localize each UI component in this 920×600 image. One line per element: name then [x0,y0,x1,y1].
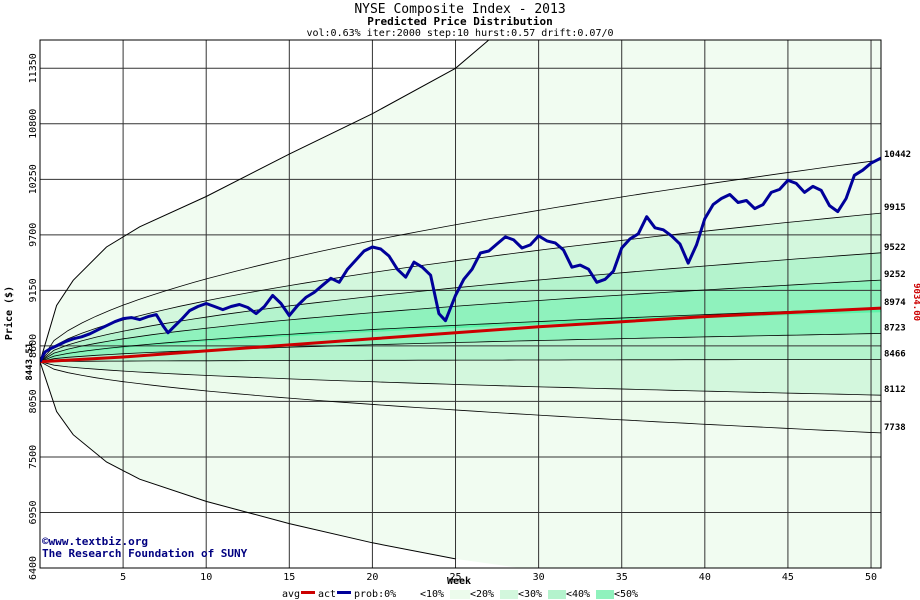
legend-item-10: <10% [420,589,444,600]
x-tick-10: 10 [200,572,212,583]
envelope-lower [40,361,456,560]
percentile-line-7738 [40,361,881,434]
start-price-label: 8443.51 [25,343,35,381]
chart-params: vol:0.63% iter:2000 step:10 hurst:0.57 d… [306,28,613,39]
legend-item-50: <50% [614,589,638,600]
y-tick-7500: 7500 [28,445,39,469]
percentile-line-8723 [40,333,881,363]
legend: avg act prob:0% <10% <20% <30% <40% <50% [282,589,638,600]
percentile-line-9915 [40,212,881,362]
x-tick-40: 40 [699,572,711,583]
credit-org: The Research Foundation of SUNY [42,547,248,560]
credits: ©www.textbiz.org The Research Foundation… [42,535,248,560]
x-axis-label: Week [447,576,471,587]
legend-avg-label: avg [282,589,300,600]
legend-swatch-30 [548,590,566,599]
series-avg [40,306,881,364]
x-tick-25: 25 [449,572,461,583]
x-tick-5: 5 [120,572,126,583]
percentile-line-8112 [40,361,881,396]
probability-bands [40,40,881,568]
right-label-9915: 9915 [884,203,906,213]
y-tick-8050: 8050 [28,389,39,413]
envelope-upper [40,40,490,362]
y-tick-6950: 6950 [28,500,39,524]
legend-act-label: act [318,589,336,600]
y-tick-10250: 10250 [28,164,39,194]
x-tick-30: 30 [533,572,545,583]
percentile-labels: 10442 9915 9522 9252 8974 8723 8466 8112 7738 [884,150,911,433]
percentile-line-10442 [40,159,881,362]
legend-prob-label: prob:0% [354,589,396,600]
right-label-10442: 10442 [884,150,911,160]
y-axis-label: Price ($) [3,286,15,340]
x-tick-20: 20 [366,572,378,583]
band-3 [40,280,881,362]
end-actual-label: 9034.00 [911,283,920,321]
credit-site: www.textbiz.org [49,535,148,548]
x-tick-15: 15 [283,572,295,583]
legend-swatch-0 [397,590,419,599]
y-tick-9700: 9700 [28,223,39,247]
legend-item-40: <40% [566,589,590,600]
y-tick-10800: 10800 [28,109,39,139]
legend-swatch-20 [500,590,518,599]
chart-title: NYSE Composite Index - 2013 [354,2,565,17]
series-act [40,156,881,363]
percentile-line-8466 [40,358,881,363]
legend-swatch-10 [450,590,470,599]
legend-item-20: <20% [470,589,494,600]
percentile-line-8974 [40,307,881,363]
x-tick-45: 45 [782,572,794,583]
percentile-lines [40,40,881,560]
y-tick-9150: 9150 [28,278,39,302]
grid [40,40,881,568]
chart-subtitle: Predicted Price Distribution [367,15,552,28]
right-label-7738: 7738 [884,423,906,433]
plot-frame [39,39,882,569]
y-axis-ticks: 6400 6950 7500 8050 8600 9150 9700 10250 10800 11… [28,53,39,580]
credit-site-line: ©www.textbiz.org [42,535,148,548]
legend-item-30: <30% [518,589,542,600]
y-tick-8600: 8600 [28,334,39,358]
series-lines [40,156,881,364]
y-tick-6400: 6400 [28,556,39,580]
x-tick-35: 35 [616,572,628,583]
legend-swatch-40 [596,590,614,599]
right-label-8466: 8466 [884,349,906,359]
x-axis-ticks: 5 10 15 20 25 30 35 40 45 50 [120,572,877,583]
y-tick-11350: 11350 [28,53,39,83]
percentile-line-9252 [40,279,881,363]
legend-avg-swatch [301,591,315,594]
right-label-9252: 9252 [884,270,906,280]
copyright-symbol: © [42,535,49,548]
right-label-9522: 9522 [884,243,906,253]
right-label-8974: 8974 [884,298,906,308]
right-label-8723: 8723 [884,323,906,333]
x-tick-50: 50 [865,572,877,583]
right-label-8112: 8112 [884,385,906,395]
legend-act-swatch [337,591,351,594]
